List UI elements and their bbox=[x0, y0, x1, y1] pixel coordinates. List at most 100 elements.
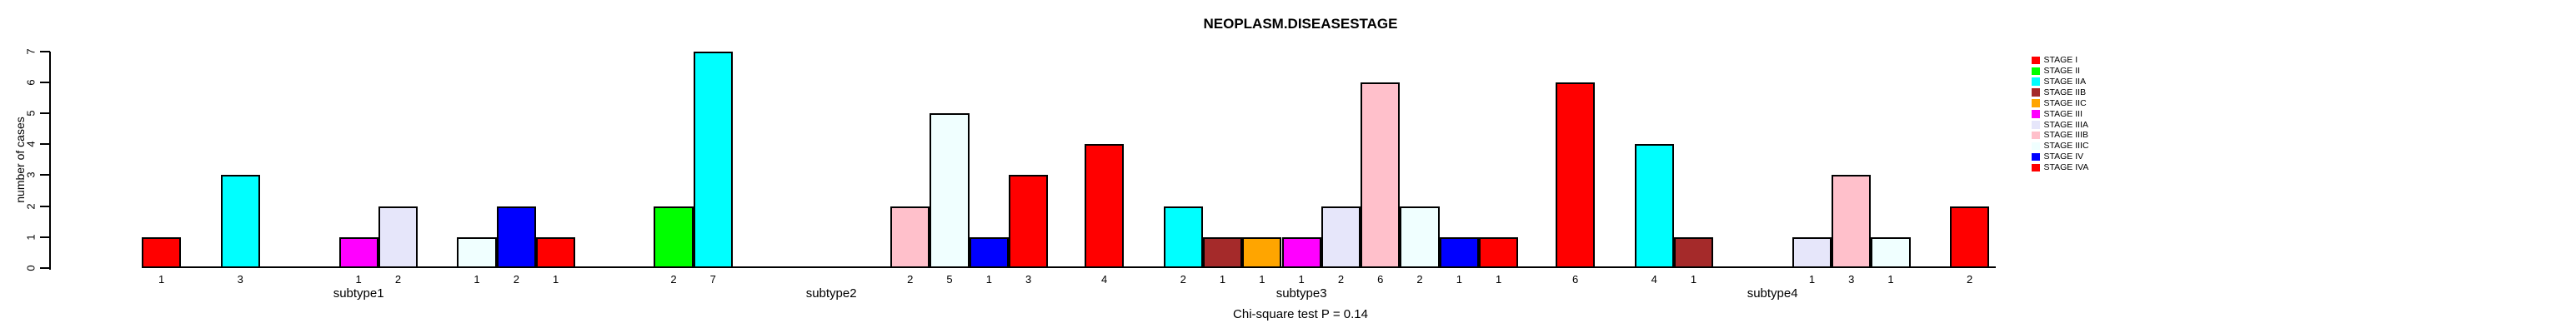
bar-value-label: 2 bbox=[1337, 273, 1345, 286]
bar-value-label: 1 bbox=[1259, 273, 1265, 286]
bar-subtype2-stage-iva bbox=[1009, 175, 1049, 268]
bar-value-label: 4 bbox=[1651, 273, 1657, 286]
bar-value-label: 1 bbox=[1887, 273, 1894, 286]
y-tick-mark bbox=[40, 50, 50, 52]
x-axis-line bbox=[142, 266, 1996, 268]
legend-label: STAGE IIIC bbox=[2043, 141, 2089, 152]
legend-swatch-icon bbox=[2032, 67, 2040, 76]
bar-subtype3-stage-iv bbox=[1439, 236, 1479, 268]
legend-swatch-icon bbox=[2032, 88, 2040, 97]
y-tick-mark bbox=[40, 143, 50, 146]
bar-value-label: 7 bbox=[709, 273, 716, 286]
bar-value-label: 1 bbox=[355, 273, 362, 286]
bar-subtype4-stage-iiic bbox=[1871, 236, 1911, 268]
bar-subtype3-stage-iiic bbox=[1400, 206, 1440, 268]
bar-subtype1-stage-iiic bbox=[457, 236, 497, 268]
y-tick-label: 0 bbox=[24, 265, 38, 271]
legend-label: STAGE I bbox=[2043, 55, 2078, 66]
bar-subtype4-stage-iiia bbox=[1792, 236, 1832, 268]
bar-value-label: 5 bbox=[946, 273, 953, 286]
bar-value-label: 2 bbox=[1967, 273, 1973, 286]
legend-label: STAGE III bbox=[2043, 108, 2082, 119]
y-tick-mark bbox=[40, 174, 50, 176]
bar-value-label: 1 bbox=[1690, 273, 1697, 286]
bar-value-label: 1 bbox=[1808, 273, 1816, 286]
bar-subtype3-stage-iva bbox=[1479, 236, 1519, 268]
legend-label: STAGE IIIB bbox=[2043, 130, 2088, 141]
bar-value-label: 1 bbox=[1298, 273, 1305, 286]
bar-subtype1-stage-iva bbox=[536, 236, 576, 268]
legend-item: STAGE IIIC bbox=[2032, 141, 2089, 152]
bar-value-label: 3 bbox=[237, 273, 243, 286]
legend-label: STAGE IIC bbox=[2043, 97, 2087, 108]
bar-subtype2-stage-ii bbox=[654, 206, 694, 268]
y-tick-label: 7 bbox=[24, 47, 38, 55]
bar-value-label: 3 bbox=[1025, 273, 1032, 286]
bar-subtype3-stage-iiib bbox=[1361, 82, 1401, 268]
bar-subtype4-stage-iiib bbox=[1832, 175, 1872, 268]
bar-subtype1-stage-i bbox=[142, 236, 182, 268]
legend-swatch-icon bbox=[2032, 77, 2040, 86]
legend-swatch-icon bbox=[2032, 110, 2040, 118]
legend-swatch-icon bbox=[2032, 56, 2040, 65]
bar-subtype4-stage-iva bbox=[1950, 206, 1990, 268]
bar-subtype3-stage-iii bbox=[1281, 236, 1321, 268]
y-tick-label: 1 bbox=[24, 234, 38, 241]
bar-subtype4-stage-iia bbox=[1634, 144, 1674, 268]
legend: STAGE I STAGE II STAGE IIA STAGE IIB STAGE I… bbox=[2032, 55, 2089, 173]
legend-label: STAGE IIA bbox=[2043, 76, 2087, 87]
y-tick-mark bbox=[40, 267, 50, 269]
bar-subtype1-stage-iii bbox=[338, 236, 378, 268]
bar-subtype1-stage-iia bbox=[220, 175, 260, 268]
legend-swatch-icon bbox=[2032, 99, 2040, 107]
y-tick-label: 2 bbox=[24, 202, 38, 210]
y-tick-label: 4 bbox=[24, 141, 38, 147]
legend-swatch-icon bbox=[2032, 142, 2040, 151]
bar-subtype3-stage-iia bbox=[1163, 206, 1203, 268]
bar-value-label: 2 bbox=[513, 273, 519, 286]
y-tick-mark bbox=[40, 81, 50, 83]
bar-value-label: 3 bbox=[1848, 273, 1855, 286]
legend-label: STAGE IIIA bbox=[2043, 119, 2088, 130]
bar-subtype1-stage-iiia bbox=[378, 206, 418, 268]
bar-subtype2-stage-iv bbox=[969, 236, 1009, 268]
legend-swatch-icon bbox=[2032, 163, 2040, 172]
bar-value-label: 1 bbox=[553, 273, 559, 286]
bar-value-label: 2 bbox=[1416, 273, 1423, 286]
bar-value-label: 2 bbox=[1180, 273, 1186, 286]
legend-swatch-icon bbox=[2032, 131, 2040, 140]
chart-title: NEOPLASM.DISEASESTAGE bbox=[1203, 16, 1398, 32]
bar-value-label: 4 bbox=[1101, 273, 1108, 286]
bar-subtype2-stage-iia bbox=[693, 51, 733, 268]
bar-subtype4-stage-i bbox=[1556, 82, 1596, 268]
chi-square-annotation: Chi-square test P = 0.14 bbox=[1233, 307, 1368, 321]
x-group-label-subtype3: subtype3 bbox=[1275, 286, 1327, 301]
bar-subtype3-stage-iiia bbox=[1321, 206, 1361, 268]
legend-item: STAGE IIIA bbox=[2032, 119, 2089, 130]
bar-value-label: 1 bbox=[1456, 273, 1462, 286]
legend-swatch-icon bbox=[2032, 152, 2040, 162]
bar-subtype4-stage-iib bbox=[1673, 236, 1714, 268]
bar-value-label: 1 bbox=[985, 273, 992, 286]
bar-subtype2-stage-iiib bbox=[890, 206, 930, 268]
legend-item: STAGE II bbox=[2032, 66, 2089, 77]
bar-value-label: 1 bbox=[1496, 273, 1502, 286]
legend-item: STAGE IIIB bbox=[2032, 130, 2089, 141]
legend-label: STAGE IIB bbox=[2043, 87, 2087, 97]
legend-swatch-icon bbox=[2032, 121, 2040, 129]
legend-item: STAGE IIB bbox=[2032, 87, 2089, 98]
y-axis-line bbox=[49, 51, 51, 270]
x-group-label-subtype2: subtype2 bbox=[805, 286, 857, 301]
bar-value-label: 2 bbox=[670, 273, 677, 286]
legend-item: STAGE IVA bbox=[2032, 162, 2089, 173]
y-tick-mark bbox=[40, 236, 50, 238]
bar-subtype3-stage-i bbox=[1085, 144, 1125, 268]
legend-label: STAGE IV bbox=[2043, 152, 2084, 162]
y-axis-label: number of cases bbox=[13, 117, 27, 203]
legend-item: STAGE III bbox=[2032, 108, 2089, 119]
bar-value-label: 1 bbox=[474, 273, 480, 286]
legend-item: STAGE IIA bbox=[2032, 77, 2089, 87]
legend-label: STAGE IVA bbox=[2043, 162, 2089, 173]
bar-value-label: 1 bbox=[158, 273, 165, 286]
